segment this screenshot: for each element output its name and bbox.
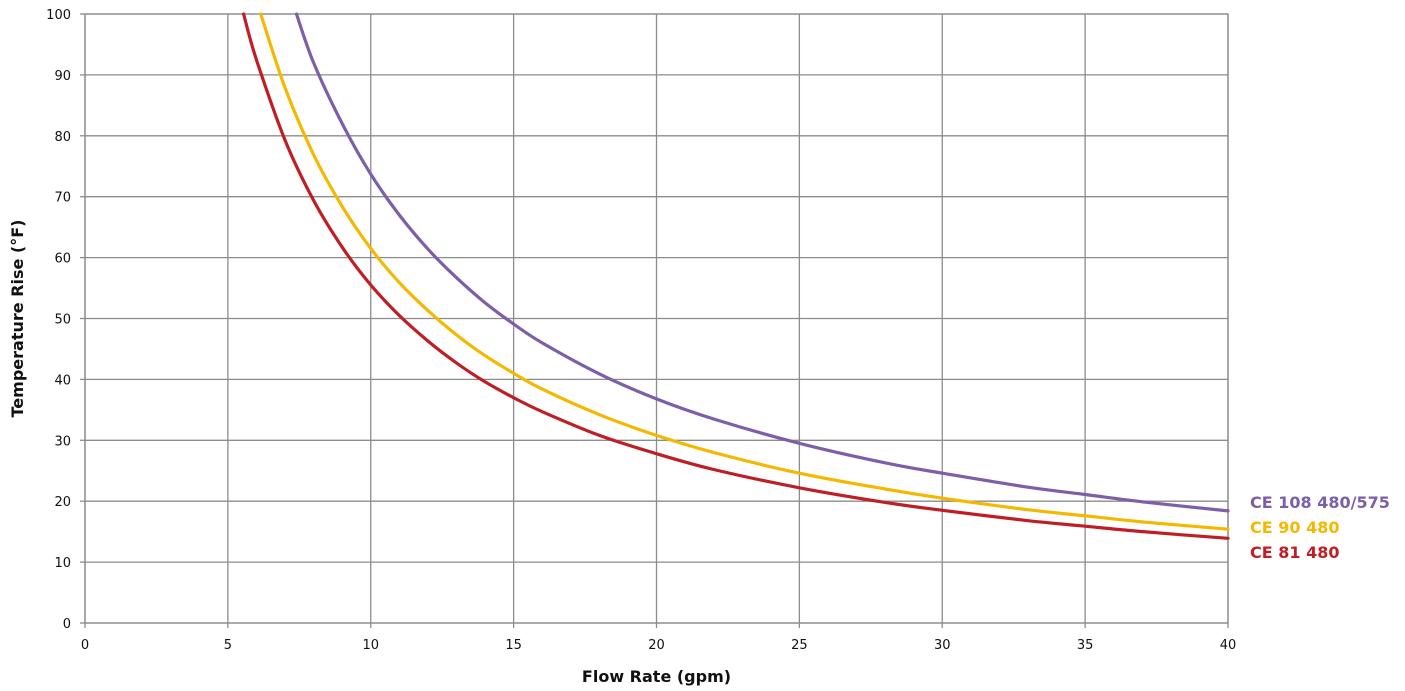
series-line-1 [259, 12, 1230, 531]
y-tick-label-10: 100 [46, 8, 71, 23]
y-tick-label-6: 60 [54, 252, 71, 267]
y-tick-label-8: 80 [54, 130, 71, 145]
x-tick-label-0: 0 [81, 638, 89, 653]
y-tick-label-1: 10 [54, 556, 71, 571]
x-tick-label-8: 40 [1220, 638, 1237, 653]
y-tick-label-3: 30 [54, 434, 71, 449]
x-axis-ticks: 0 5 10 15 20 25 30 35 40 [81, 623, 1236, 653]
x-axis-title: Flow Rate (gpm) [582, 667, 731, 686]
y-tick-label-4: 40 [54, 373, 71, 388]
y-tick-label-2: 20 [54, 495, 71, 510]
y-tick-label-0: 0 [63, 617, 71, 632]
y-tick-label-5: 50 [54, 313, 71, 328]
series-line-0 [294, 12, 1230, 513]
y-tick-label-7: 70 [54, 191, 71, 206]
x-tick-label-1: 5 [224, 638, 232, 653]
legend: CE 108 480/575 CE 90 480 CE 81 480 [1250, 493, 1390, 562]
legend-entry-1: CE 90 480 [1250, 518, 1339, 537]
x-tick-label-7: 35 [1077, 638, 1094, 653]
series-lines [242, 12, 1230, 540]
y-tick-label-9: 90 [54, 69, 71, 84]
x-tick-label-6: 30 [934, 638, 951, 653]
series-line-2 [242, 12, 1230, 540]
chart-grid [84, 13, 1229, 624]
x-tick-label-4: 20 [648, 638, 665, 653]
x-tick-label-2: 10 [362, 638, 379, 653]
y-axis-ticks: 0 10 20 30 40 50 60 70 80 90 100 [46, 8, 85, 632]
x-tick-label-3: 15 [505, 638, 522, 653]
x-tick-label-5: 25 [791, 638, 808, 653]
y-axis-title: Temperature Rise (°F) [8, 220, 27, 418]
legend-entry-2: CE 81 480 [1250, 543, 1339, 562]
legend-entry-0: CE 108 480/575 [1250, 493, 1390, 512]
